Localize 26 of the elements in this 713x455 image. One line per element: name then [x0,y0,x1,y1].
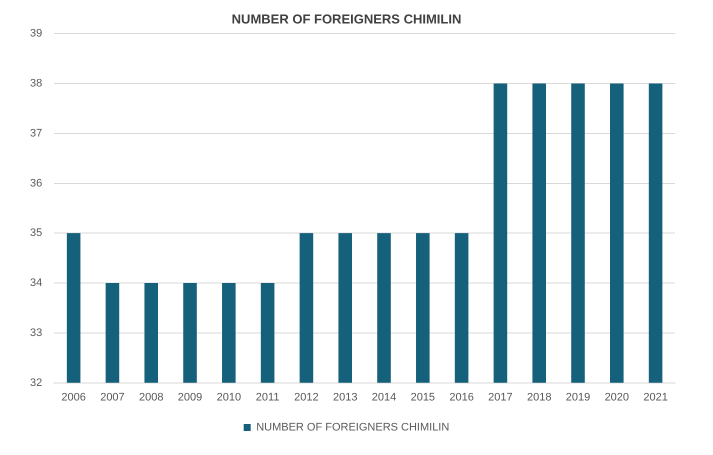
x-tick-label: 2015 [410,391,436,404]
legend-label: NUMBER OF FOREIGNERS CHIMILIN [256,422,450,434]
x-tick-label: 2007 [100,391,125,404]
x-tick-label: 2019 [566,391,590,404]
x-tick-label: 2012 [294,391,319,404]
y-tick-label: 33 [30,326,42,339]
y-tick-label: 32 [30,376,42,389]
x-tick-label: 2010 [216,391,242,404]
y-tick-label: 37 [30,127,42,140]
chart-title: NUMBER OF FOREIGNERS CHIMILIN [232,11,462,26]
y-tick-label: 34 [30,277,42,290]
x-tick-label: 2009 [178,391,202,404]
x-tick-label: 2008 [138,391,164,404]
x-tick-label: 2021 [643,391,668,404]
y-tick-label: 39 [30,28,42,40]
x-tick-label: 2013 [332,391,358,404]
x-tick-label: 2017 [488,391,513,404]
y-tick-label: 36 [30,177,42,190]
x-tick-label: 2011 [256,391,280,404]
x-tick-label: 2016 [449,391,474,404]
x-tick-label: 2018 [526,391,552,404]
y-tick-label: 35 [30,227,42,240]
x-tick-label: 2020 [604,391,630,404]
x-tick-label: 2014 [372,391,396,404]
x-tick-label: 2006 [61,391,86,404]
y-tick-label: 38 [30,78,42,90]
